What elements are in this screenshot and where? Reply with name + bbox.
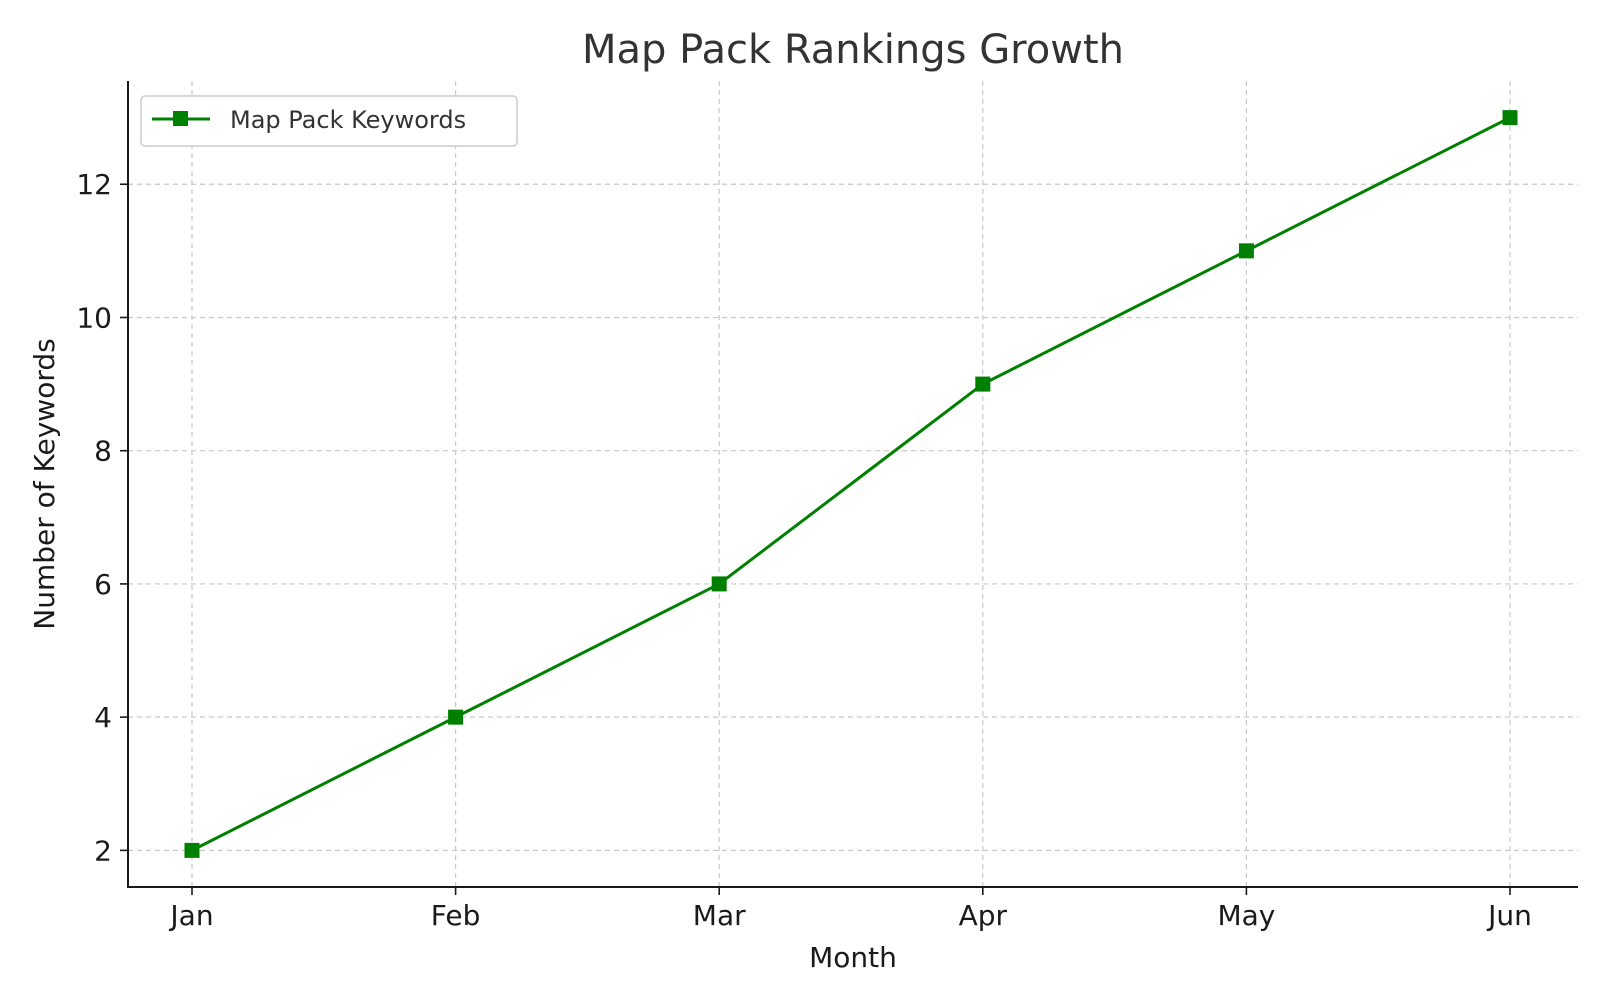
y-tick-label: 8 [94, 435, 112, 468]
y-axis-title: Number of Keywords [28, 338, 61, 629]
y-tick-label: 2 [94, 834, 112, 867]
legend-label: Map Pack Keywords [230, 106, 466, 134]
y-tick-label: 6 [94, 568, 112, 601]
y-tick-label: 12 [76, 168, 112, 201]
x-tick-label: Apr [959, 899, 1008, 932]
data-point-jun [1502, 110, 1518, 126]
data-point-mar [711, 576, 727, 592]
axes [127, 81, 1578, 888]
legend-marker-sample [173, 111, 188, 126]
x-tick-label: Feb [431, 899, 481, 932]
legend: Map Pack Keywords [140, 95, 518, 147]
x-tick-label: Mar [693, 899, 746, 932]
series-line [191, 116, 1511, 852]
x-axis-title: Month [809, 941, 897, 974]
legend-box [140, 95, 518, 147]
y-tick-label: 4 [94, 701, 112, 734]
x-tick-label: May [1217, 899, 1275, 932]
y-tick-label: 10 [76, 301, 112, 334]
data-point-apr [975, 376, 991, 392]
grid [128, 81, 1578, 887]
x-tick-label: Jun [1486, 899, 1532, 932]
x-tick-label: Jan [168, 899, 213, 932]
ticks: Jan Feb Mar Apr May Jun 2 4 6 8 10 12 [76, 168, 1532, 932]
data-point-jan [184, 842, 200, 858]
data-point-feb [448, 709, 464, 725]
chart-title: Map Pack Rankings Growth [582, 27, 1124, 73]
series [184, 110, 1518, 858]
data-point-may [1238, 243, 1254, 259]
